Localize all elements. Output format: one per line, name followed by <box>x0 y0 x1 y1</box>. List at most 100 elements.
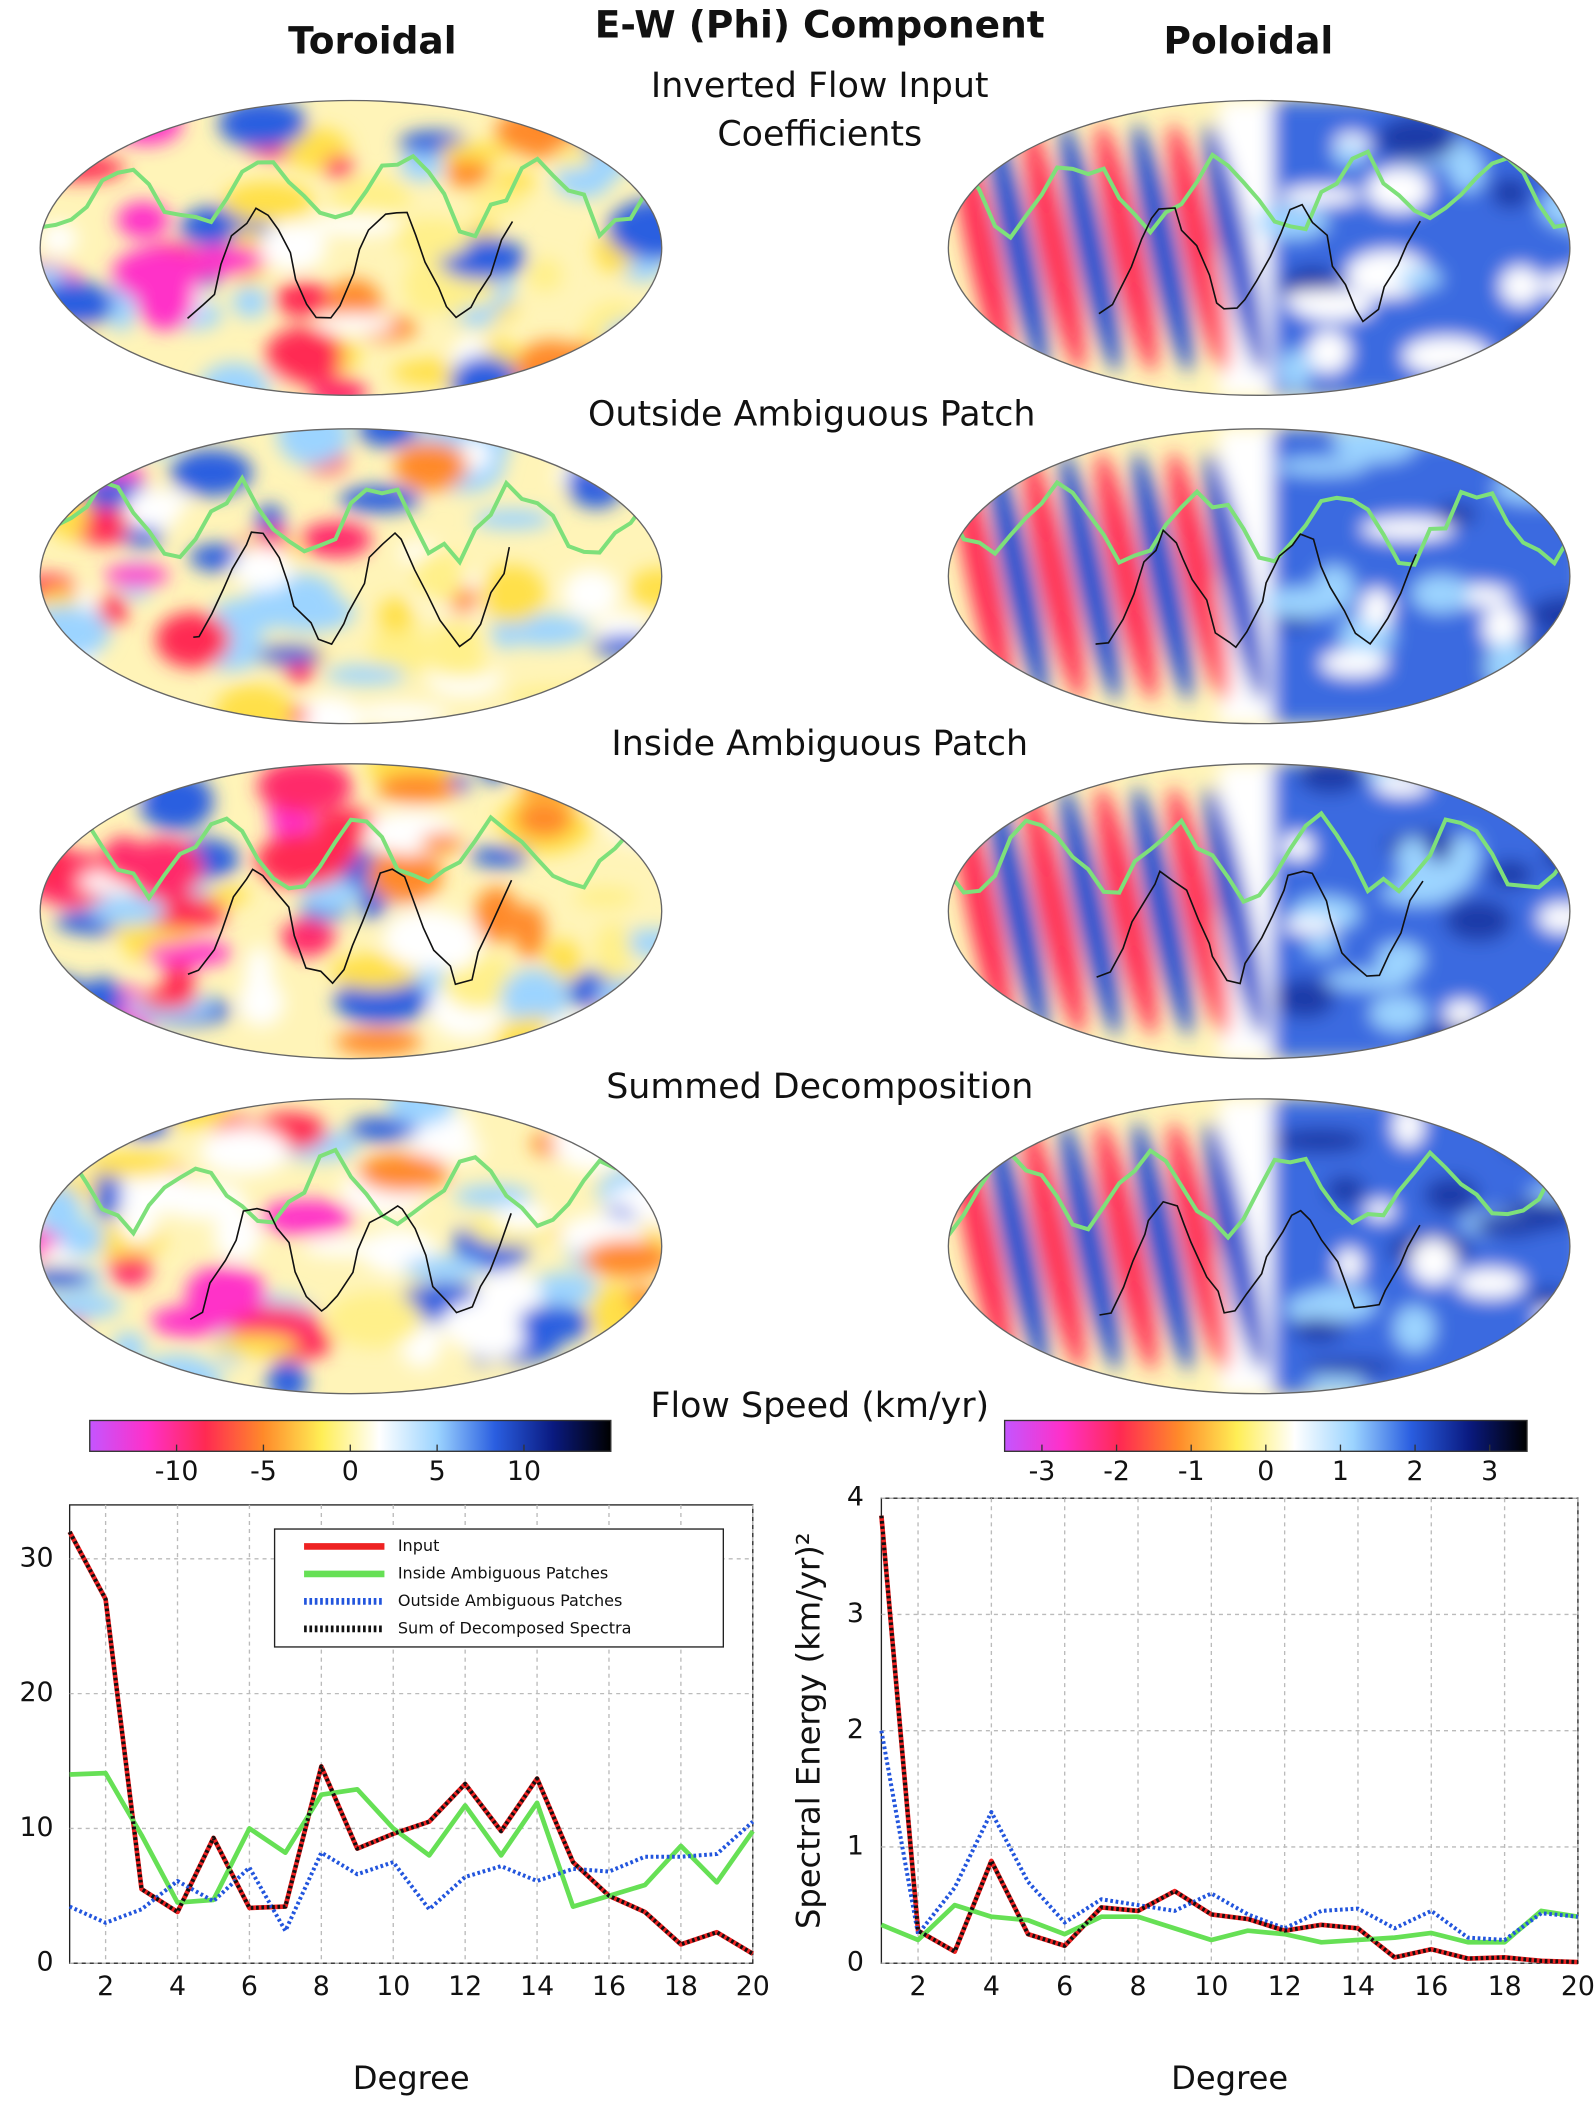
flow-blob <box>104 563 169 588</box>
flow-blob <box>210 1334 298 1356</box>
flow-blob <box>155 612 230 668</box>
map <box>948 100 1570 396</box>
flow-blob <box>546 1098 608 1112</box>
legend-label: Sum of Decomposed Spectra <box>398 1618 632 1637</box>
flow-blob <box>1529 1287 1568 1309</box>
stripe <box>1096 1121 1157 1371</box>
flow-blob <box>207 885 250 905</box>
flow-blob <box>1431 371 1498 389</box>
flow-blob <box>87 1151 178 1178</box>
map <box>948 428 1570 724</box>
stripe <box>1096 451 1157 701</box>
x-tick-label: 16 <box>1414 1971 1448 2002</box>
flow-blob <box>594 980 662 1016</box>
flow-blob <box>1514 687 1570 714</box>
flow-blob <box>326 1292 423 1348</box>
flow-blob <box>1307 330 1351 374</box>
x-tick-label: 12 <box>1268 1971 1302 2002</box>
flow-blob <box>1482 605 1522 649</box>
flow-blob <box>335 1028 422 1056</box>
flow-blob <box>589 1282 632 1341</box>
flow-blob <box>259 222 327 272</box>
flow-blob <box>104 1041 166 1059</box>
flow-blob <box>330 954 420 990</box>
stripe <box>1204 451 1266 701</box>
flow-blob <box>116 201 170 239</box>
flow-blob <box>378 597 414 634</box>
y-tick-label: 3 <box>847 1598 864 1629</box>
x-tick-label: 2 <box>910 1971 927 2002</box>
flow-blob <box>592 635 662 657</box>
series-line <box>67 1530 754 1956</box>
flow-blob <box>1325 1175 1366 1205</box>
flow-blob <box>110 102 183 145</box>
flow-blob <box>109 1248 152 1287</box>
flow-blob <box>581 1239 662 1277</box>
flow-blob <box>1273 1127 1367 1154</box>
flow-blob <box>331 176 411 219</box>
flow-blob <box>474 887 519 943</box>
y-tick-label: 0 <box>37 1947 54 1978</box>
flow-blob <box>123 917 152 961</box>
colorbar-tick-label: -2 <box>1103 1456 1130 1487</box>
flow-blob <box>238 979 284 1027</box>
y-tick-label: 2 <box>847 1714 864 1745</box>
flow-blob <box>302 1237 384 1257</box>
flow-blob <box>585 302 644 358</box>
plate-boundary <box>40 1144 662 1237</box>
flow-blob <box>445 153 490 189</box>
flow-blob <box>613 366 646 396</box>
x-tick-label: 12 <box>448 1971 482 2002</box>
flow-blob <box>259 1200 354 1236</box>
flow-blob <box>606 800 662 847</box>
plate-boundary <box>948 1147 1570 1241</box>
flow-blob <box>568 332 658 391</box>
colorbar-tick-label: -10 <box>155 1456 199 1487</box>
flow-blob <box>40 835 72 894</box>
map-outline <box>39 99 663 396</box>
stripe <box>1024 786 1085 1036</box>
flow-blob <box>1546 1106 1570 1140</box>
map <box>40 763 662 1059</box>
flow-blob <box>450 356 519 396</box>
flow-blob <box>367 846 442 904</box>
colorbar-tick-label: 0 <box>342 1456 359 1487</box>
flow-blob <box>275 280 331 318</box>
flow-blob <box>40 976 93 1035</box>
flow-blob <box>528 1272 599 1307</box>
coastline <box>1098 203 1421 323</box>
map <box>948 1098 1570 1394</box>
coastline <box>193 531 511 648</box>
flow-blob <box>189 543 244 572</box>
flow-blob <box>468 185 526 213</box>
flow-blob <box>1370 995 1427 1032</box>
coastline <box>187 868 513 986</box>
flow-blob <box>1298 763 1363 795</box>
column-title: Poloidal <box>1164 18 1334 62</box>
flow-blob <box>1501 1111 1547 1157</box>
colorbar-tick-label: 0 <box>1257 1456 1274 1487</box>
x-tick-label: 20 <box>736 1971 770 2002</box>
flow-blob <box>1275 977 1336 1019</box>
flow-blob <box>1324 970 1412 990</box>
flow-blob <box>585 100 640 111</box>
flow-blob <box>170 449 253 496</box>
y-axis-label: Spectral Energy (km/yr)² <box>789 1532 827 1929</box>
flow-blob <box>257 763 353 814</box>
flow-blob <box>498 614 592 647</box>
flow-blob <box>40 1351 97 1393</box>
colorbar-tick-label: 10 <box>507 1456 541 1487</box>
colorbar-tick-label: 3 <box>1481 1456 1498 1487</box>
x-tick-label: 4 <box>983 1971 1000 2002</box>
flow-blob <box>1376 941 1424 977</box>
x-tick-label: 8 <box>1129 1971 1146 2002</box>
flow-blob <box>429 618 483 677</box>
flow-blob <box>347 1117 419 1142</box>
x-tick-label: 18 <box>1488 1971 1522 2002</box>
flow-blob <box>491 617 519 649</box>
flow-blob <box>1423 1176 1479 1215</box>
plate-boundary <box>948 810 1570 905</box>
stripe <box>1024 451 1085 701</box>
flow-blob <box>138 772 214 831</box>
